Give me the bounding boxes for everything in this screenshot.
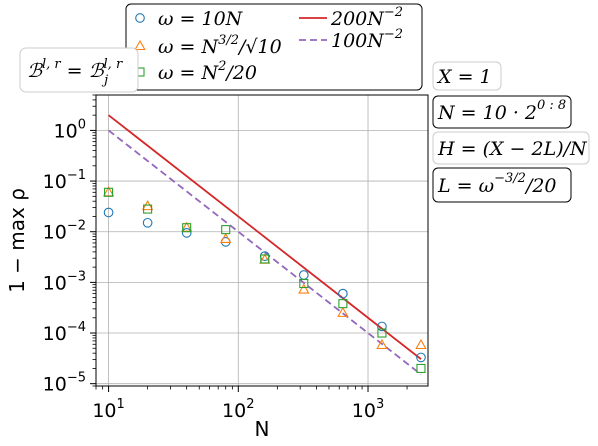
legend-label-5: 100N−2 <box>331 27 403 52</box>
series-2-point-9 <box>415 338 427 350</box>
series-3-point-4 <box>221 225 231 235</box>
x-tick-label-1: 102 <box>222 397 254 422</box>
y-tick-label-5: 10−5 <box>43 371 86 396</box>
series-1-point-7 <box>338 288 348 299</box>
series-3-point-1 <box>104 187 114 197</box>
legend-label-1: ω = 10N <box>158 8 244 30</box>
x-tick-label-0: 101 <box>92 397 124 422</box>
parameter-boxes: X = 1 N = 10 · 20 : 8 H = (X − 2L)/N L = ω−… <box>432 61 590 203</box>
plot-frame <box>95 94 429 387</box>
series-1-point-6 <box>298 270 309 280</box>
param-box-n-text: N = 10 · 20 : 8 <box>437 98 566 124</box>
series-3-point-7 <box>338 299 348 309</box>
series-3-point-9 <box>416 363 426 373</box>
fit-line-2 <box>108 129 422 376</box>
series-3-point-5 <box>260 254 270 264</box>
basis-annotation-frame <box>19 47 139 93</box>
series-3-point-8 <box>377 328 387 338</box>
legend-label-2: ω = N3/2/√10 <box>158 33 282 58</box>
series-2-point-8 <box>376 338 388 350</box>
series-1-point-2 <box>142 217 153 228</box>
series-2-point-7 <box>337 306 349 317</box>
series-2-point-6 <box>298 283 310 294</box>
x-tick-label-2: 103 <box>352 397 384 422</box>
param-box-n <box>432 95 572 129</box>
series-1-point-3 <box>181 227 192 238</box>
legend-marker-2 <box>134 39 146 51</box>
legend-marker-1 <box>135 13 145 23</box>
series-2-point-4 <box>220 232 232 243</box>
axis-ticks: 101 102 103 100 10−1 10−2 10−3 10−4 10−5 <box>43 94 408 422</box>
param-box-h-text: H = (X − 2L)/N <box>437 138 588 160</box>
series-3-point-2 <box>143 204 153 214</box>
x-axis-label: N <box>255 417 270 441</box>
fit-line-1 <box>108 114 422 360</box>
legend-label-4: 200N−2 <box>330 5 403 30</box>
legend-label-3: ω = N2/20 <box>158 59 257 84</box>
y-tick-label-4: 10−4 <box>43 320 86 345</box>
y-tick-label-3: 10−3 <box>43 269 86 294</box>
legend-frame <box>125 3 423 91</box>
grid <box>96 95 428 386</box>
series-1-point-1 <box>103 207 114 218</box>
y-tick-label-1: 10−1 <box>43 168 86 193</box>
series-3-point-6 <box>299 278 309 289</box>
y-tick-label-0: 100 <box>54 117 86 142</box>
y-axis-label: 1 − max ρ <box>5 188 29 293</box>
param-box-l-text: L = ω−3/2/20 <box>437 171 557 197</box>
y-tick-label-2: 10−2 <box>43 219 86 244</box>
param-box-h <box>432 131 590 165</box>
param-box-x <box>432 61 502 91</box>
param-box-x-text: X = 1 <box>436 66 492 88</box>
series-1-point-9 <box>416 352 426 363</box>
fit-lines <box>108 114 422 376</box>
series-1-point-8 <box>377 321 387 332</box>
data-markers <box>102 186 427 373</box>
series-3-point-3 <box>182 223 192 233</box>
param-box-l <box>432 167 572 203</box>
